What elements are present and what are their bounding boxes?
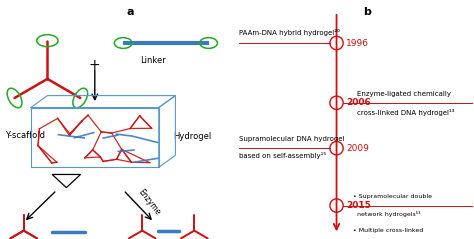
Text: Linker: Linker [140,56,165,65]
Text: Y-scaffold: Y-scaffold [5,131,45,141]
Text: Enzyme: Enzyme [136,187,162,217]
Text: • Supramolecular double: • Supramolecular double [353,194,432,199]
Text: 2015: 2015 [346,201,371,210]
Text: 1996: 1996 [346,38,369,48]
Text: 2009: 2009 [346,144,369,153]
Text: b: b [364,7,371,17]
Text: cross-linked DNA hydrogel¹³: cross-linked DNA hydrogel¹³ [356,109,454,116]
Text: network hydrogels⁵³: network hydrogels⁵³ [353,211,421,217]
Text: based on self-assembly¹⁵: based on self-assembly¹⁵ [239,152,327,159]
Text: Supramolecular DNA hydrogel: Supramolecular DNA hydrogel [239,136,345,142]
Text: Hydrogel: Hydrogel [173,132,211,141]
Text: a: a [127,7,134,17]
Text: +: + [89,58,100,71]
Text: Enzyme-ligated chemically: Enzyme-ligated chemically [356,91,451,97]
Text: 2006: 2006 [346,98,371,107]
Text: PAAm-DNA hybrid hydrogel²⁰: PAAm-DNA hybrid hydrogel²⁰ [239,29,340,36]
Text: • Multiple cross-linked: • Multiple cross-linked [353,228,423,233]
